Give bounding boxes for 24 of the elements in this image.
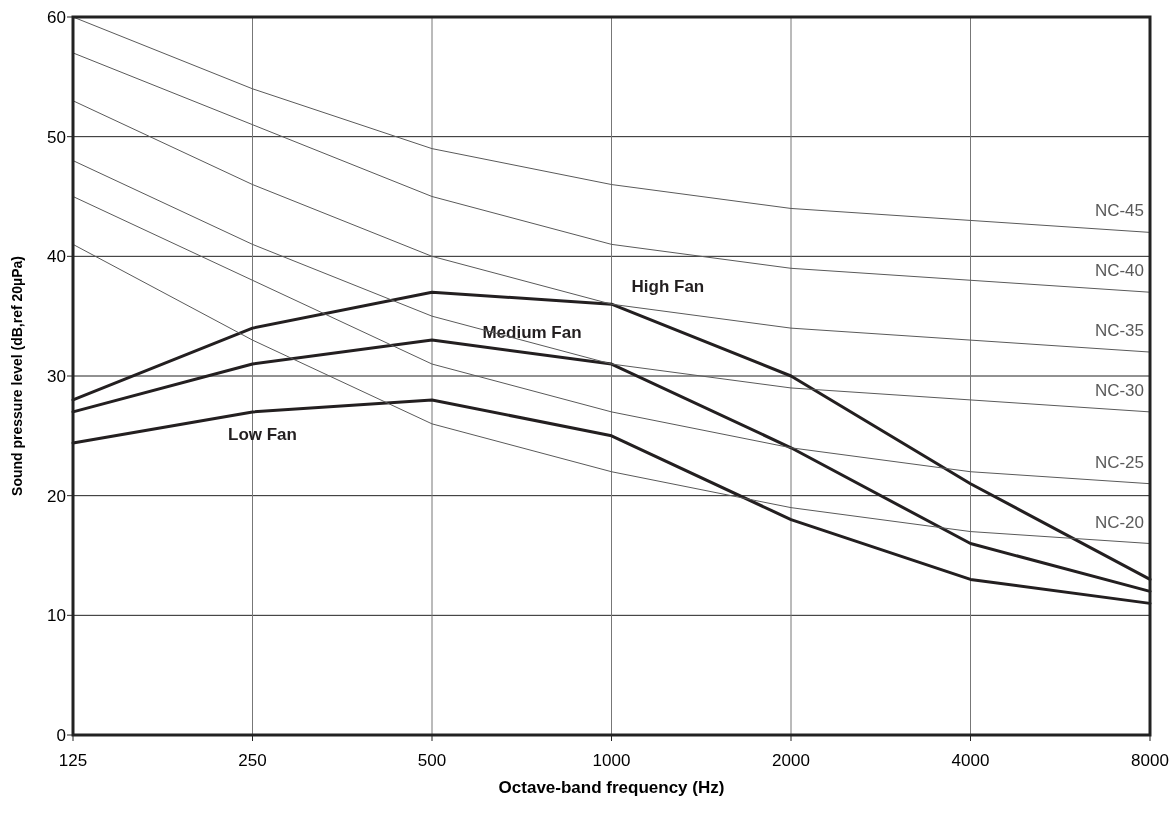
series-label: NC-35 [1094,321,1144,341]
y-tick-label: 0 [56,725,66,745]
series-label: NC-45 [1094,201,1144,221]
x-tick-label: 250 [238,751,267,770]
series-label: High Fan [631,277,705,297]
series-label: Medium Fan [482,323,582,343]
x-tick-label: 1000 [592,751,631,770]
y-tick-label: 50 [47,127,66,147]
x-tick-label: 4000 [951,751,990,770]
x-tick-label: 8000 [1131,751,1169,770]
y-tick-label: 30 [47,366,66,386]
x-tick-label: 2000 [772,751,810,770]
x-tick-label: 500 [417,751,447,770]
x-axis-title: Octave-band frequency (Hz) [498,778,725,797]
y-tick-label: 20 [47,486,66,506]
series-label: NC-25 [1094,452,1144,472]
series-label: NC-30 [1094,380,1144,400]
y-axis-title: Sound pressure level (dB,ref 20µPa) [9,256,25,496]
series-label: NC-20 [1094,512,1144,532]
y-tick-label: 10 [47,606,66,626]
x-tick-label: 125 [58,751,88,770]
series-label: NC-40 [1094,261,1144,281]
y-tick-label: 40 [47,247,66,267]
y-tick-label: 60 [47,7,66,27]
